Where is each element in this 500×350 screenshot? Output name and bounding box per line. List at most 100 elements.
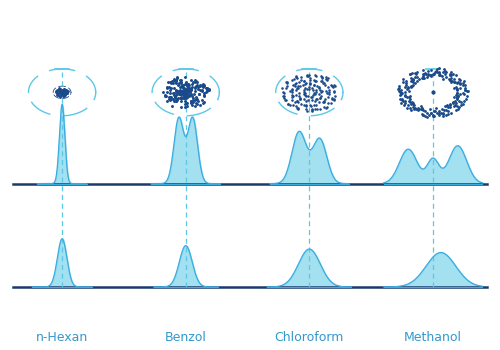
Point [174, 95, 182, 101]
Point [186, 78, 194, 83]
Point [319, 99, 327, 105]
Point [454, 96, 462, 101]
Point [58, 91, 66, 96]
Point [64, 88, 72, 93]
Point [165, 94, 173, 100]
Point [415, 107, 423, 112]
Point [428, 67, 436, 72]
Point [301, 82, 309, 87]
Point [442, 70, 450, 75]
Point [178, 82, 186, 88]
Point [419, 112, 427, 118]
Point [309, 92, 317, 98]
Point [172, 88, 180, 93]
Point [190, 77, 198, 83]
Point [322, 76, 330, 82]
Point [288, 90, 296, 95]
Point [439, 69, 447, 75]
Point [180, 89, 188, 95]
Point [58, 90, 66, 95]
Point [396, 96, 404, 101]
Point [173, 75, 181, 80]
Point [183, 104, 191, 109]
Point [454, 94, 462, 99]
Point [417, 106, 425, 111]
Point [404, 98, 412, 104]
Point [54, 92, 62, 98]
Point [456, 77, 464, 83]
Point [448, 78, 456, 84]
Point [59, 87, 67, 93]
Point [57, 89, 65, 94]
Point [184, 82, 192, 87]
Point [409, 76, 417, 82]
Point [322, 105, 330, 111]
Point [58, 91, 66, 97]
Point [194, 101, 202, 107]
Point [170, 90, 178, 96]
Point [328, 83, 336, 89]
Point [420, 71, 428, 77]
Point [57, 90, 65, 96]
Point [176, 87, 184, 93]
Point [402, 80, 410, 86]
Point [290, 76, 298, 82]
Point [435, 72, 443, 77]
Point [172, 88, 179, 93]
Point [176, 77, 184, 83]
Point [400, 102, 408, 107]
Point [312, 78, 320, 84]
Point [323, 104, 331, 110]
Point [187, 100, 195, 106]
Point [172, 78, 180, 84]
Point [452, 80, 460, 86]
Point [188, 103, 196, 108]
Point [194, 84, 202, 90]
Point [180, 94, 188, 100]
Point [435, 65, 443, 71]
Point [456, 92, 464, 97]
Point [192, 100, 200, 106]
Point [408, 77, 416, 83]
Point [162, 93, 170, 99]
Point [452, 86, 460, 91]
Point [178, 88, 186, 93]
Point [192, 78, 200, 83]
Point [61, 88, 69, 94]
Point [411, 105, 419, 111]
Point [397, 100, 405, 106]
Point [310, 77, 318, 83]
Point [442, 107, 450, 113]
Point [302, 104, 310, 109]
Point [182, 94, 190, 99]
Point [412, 106, 420, 111]
Point [198, 100, 206, 106]
Point [431, 70, 439, 75]
Point [457, 99, 465, 105]
Point [419, 68, 427, 73]
Point [184, 92, 192, 98]
Point [316, 88, 324, 93]
Point [450, 94, 458, 100]
Point [328, 96, 336, 101]
Point [58, 89, 66, 94]
Point [452, 84, 460, 90]
Point [180, 85, 188, 91]
Point [168, 80, 176, 86]
Point [62, 90, 70, 96]
Point [418, 105, 426, 111]
Point [410, 103, 418, 108]
Point [59, 93, 67, 99]
Point [435, 108, 443, 114]
Point [182, 90, 190, 95]
Point [322, 78, 330, 83]
Point [292, 74, 300, 80]
Point [324, 76, 332, 81]
Point [188, 84, 196, 90]
Point [56, 90, 64, 96]
Point [180, 94, 188, 99]
Point [432, 110, 440, 116]
Point [165, 96, 173, 101]
Point [188, 99, 196, 105]
Point [184, 89, 192, 95]
